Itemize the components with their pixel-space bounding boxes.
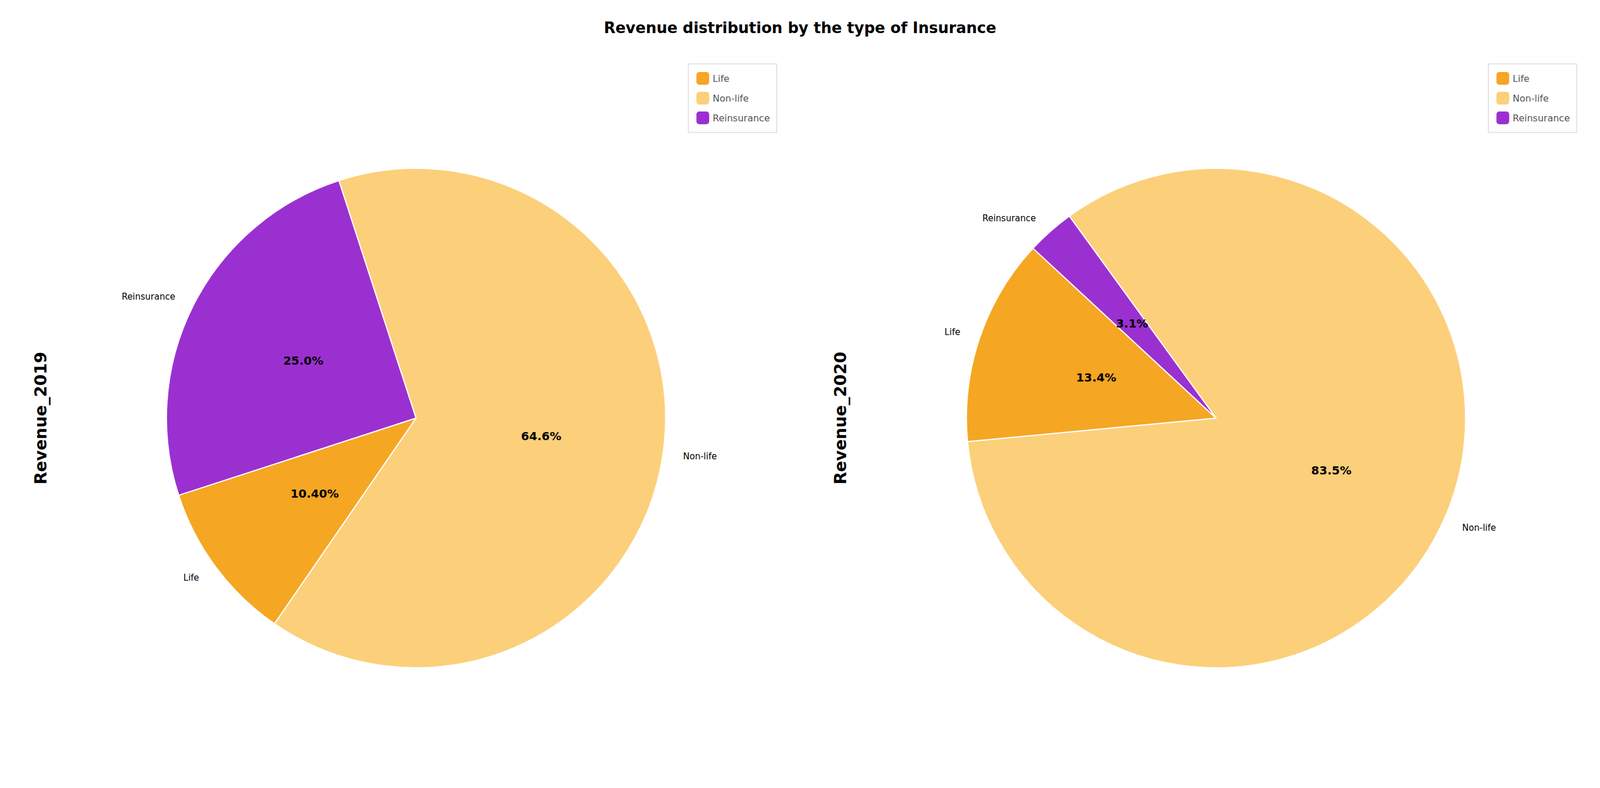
svg-text:Reinsurance: Reinsurance [712, 112, 770, 124]
svg-text:Reinsurance: Reinsurance [1512, 112, 1570, 124]
svg-text:Non-life: Non-life [1462, 522, 1497, 533]
svg-text:Revenue_2019: Revenue_2019 [31, 351, 51, 485]
svg-text:Reinsurance: Reinsurance [121, 291, 176, 302]
svg-text:Revenue_2020: Revenue_2020 [831, 351, 851, 485]
svg-text:Reinsurance: Reinsurance [982, 212, 1036, 224]
svg-text:64.6%: 64.6% [521, 428, 562, 443]
svg-text:Non-life: Non-life [1512, 92, 1549, 104]
svg-text:3.1%: 3.1% [1115, 316, 1148, 331]
svg-text:10.40%: 10.40% [290, 486, 339, 501]
svg-text:Non-life: Non-life [683, 450, 717, 462]
svg-text:83.5%: 83.5% [1310, 463, 1352, 478]
svg-text:Life: Life [1512, 73, 1530, 85]
svg-text:25.0%: 25.0% [283, 353, 324, 368]
svg-text:Life: Life [944, 326, 961, 338]
svg-text:13.4%: 13.4% [1075, 370, 1116, 385]
svg-text:Revenue distribution by the ty: Revenue distribution by the type of Insu… [603, 19, 996, 37]
svg-text:Non-life: Non-life [712, 92, 749, 104]
svg-text:Life: Life [183, 572, 200, 583]
svg-text:Life: Life [712, 73, 730, 85]
